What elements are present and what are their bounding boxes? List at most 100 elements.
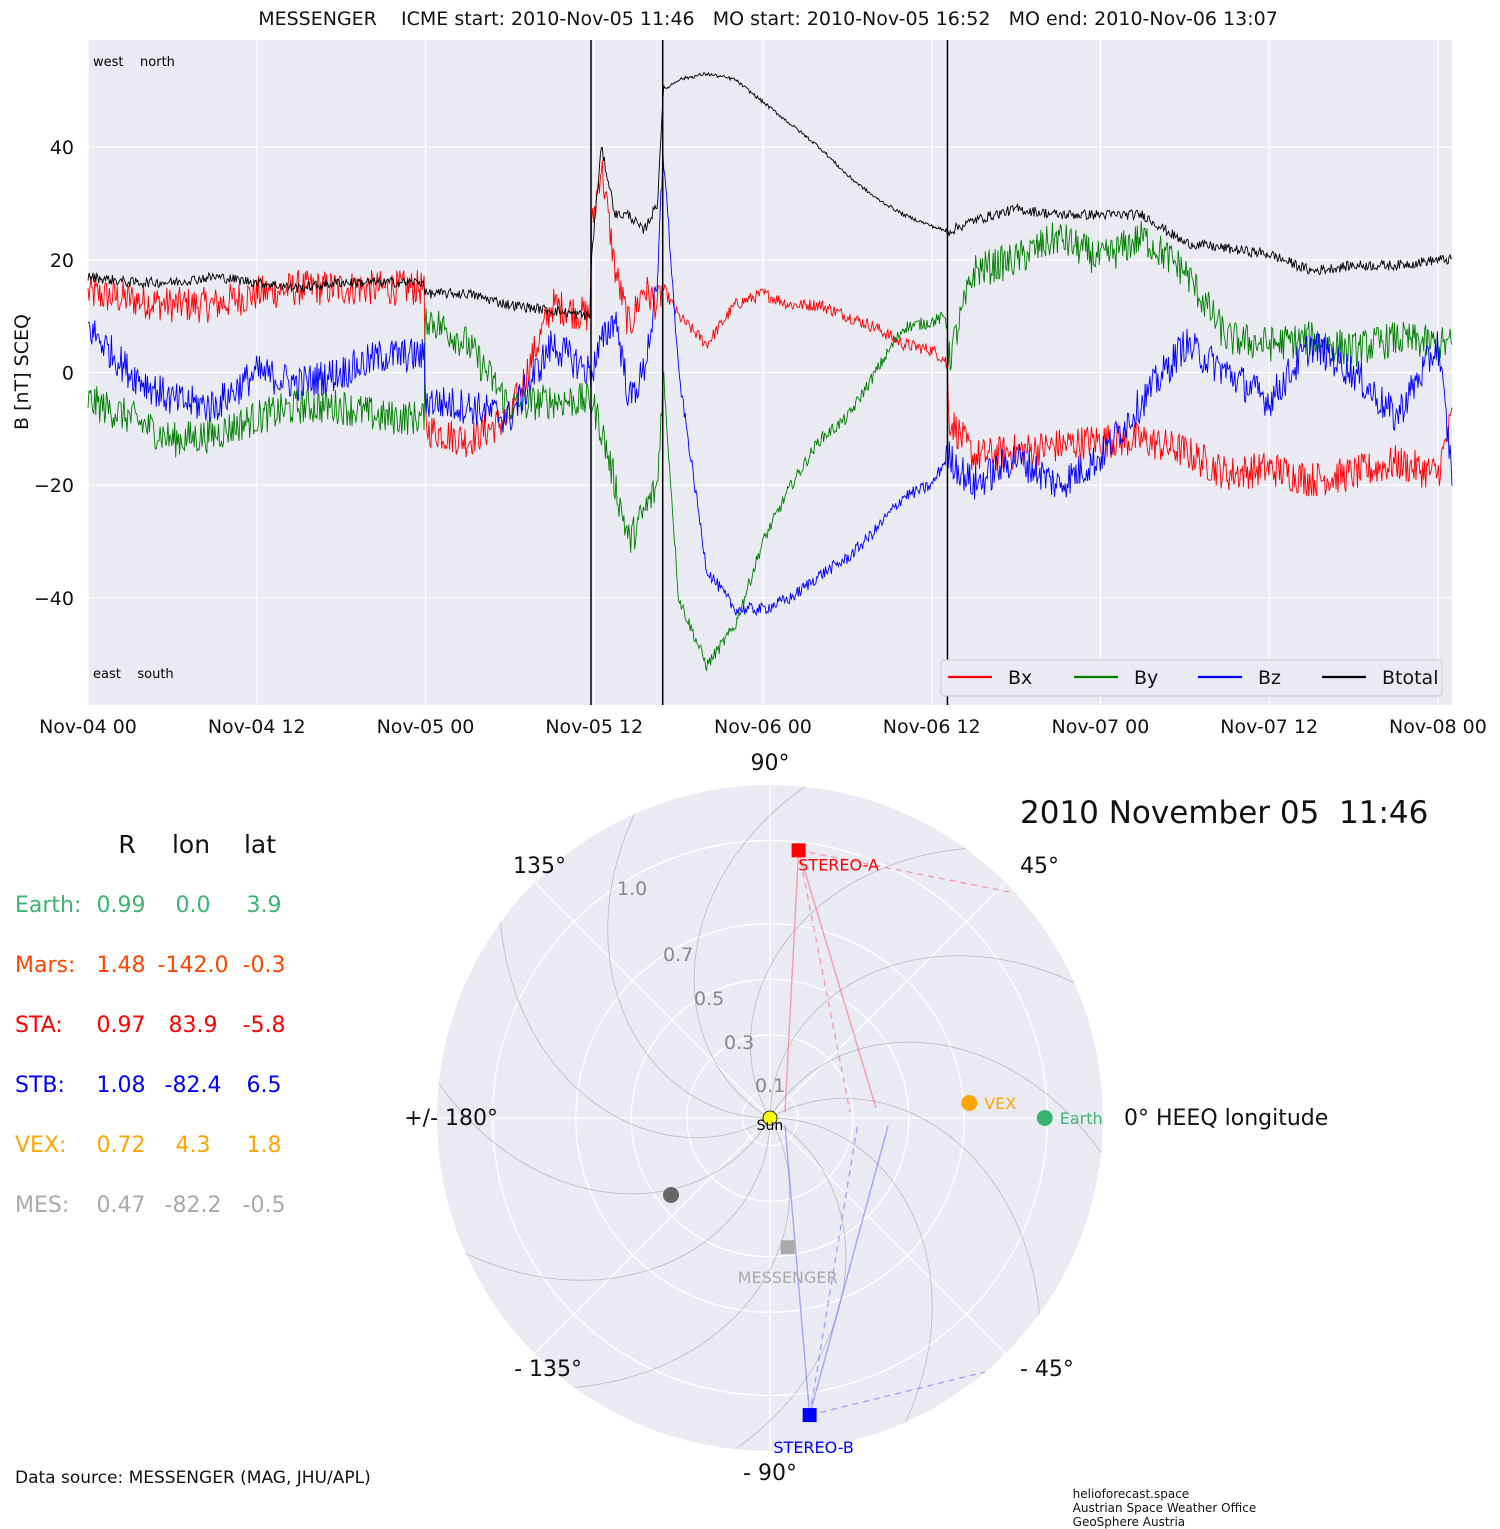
timeseries-series: [87, 71, 1453, 672]
y-tick-label: 0: [62, 363, 74, 385]
table-cell-lon: -82.2: [164, 1193, 222, 1218]
credit-aswo: Austrian Space Weather Office: [1072, 1501, 1257, 1515]
angular-gridline: [769, 1117, 1006, 1354]
angle-labels: 0° HEEQ longitude 45° 90° 135° +/- 180° - 135…: [404, 751, 1328, 1486]
y-tick-label: 40: [50, 137, 74, 159]
table-cell-r: 0.99: [96, 893, 146, 918]
stereo-a-fov-line: [798, 849, 1016, 894]
table-cell-lat: 1.8: [246, 1133, 282, 1158]
parker-spiral: [750, 848, 966, 1119]
table-cell-lon: 4.3: [175, 1133, 211, 1158]
table-cell-r: 1.48: [96, 953, 146, 978]
parker-spiral: [438, 1082, 771, 1195]
timeseries-grid: [87, 40, 1452, 705]
radial-tick-label: 0.7: [663, 944, 693, 966]
legend-label-by: By: [1134, 667, 1158, 689]
parker-spiral: [769, 955, 1075, 1118]
series-line-by: [87, 220, 1453, 672]
credit-helioforecast: helioforecast.space: [1072, 1487, 1190, 1501]
polar-date-title: 2010 November 05 11:46: [1020, 795, 1429, 831]
legend-box: [940, 659, 1443, 697]
y-tick-label: 20: [50, 250, 74, 272]
event-markers: [590, 40, 949, 705]
stereo-a-fov-line: [797, 850, 877, 1109]
series-line-bz: [87, 150, 1453, 617]
legend: Bx By Bz Btotal: [940, 659, 1443, 697]
mars-marker: [663, 1187, 679, 1203]
parker-spirals: [438, 786, 1102, 1450]
data-source: Data source: MESSENGER (MAG, JHU/APL): [15, 1468, 371, 1488]
angular-gridline: [534, 1117, 771, 1354]
stereo-b-label: STEREO-B: [773, 1438, 853, 1457]
series-line-bx: [87, 160, 1453, 497]
planet-markers: Sun Earth VEX STEREO-A STEREO-B MESSENGER: [663, 843, 1103, 1457]
timeseries-title: MESSENGER ICME start: 2010-Nov-05 11:46 …: [258, 8, 1278, 30]
x-tick-label: Nov-07 00: [1052, 716, 1150, 738]
table-cell-name: Earth:: [15, 893, 82, 918]
angle-label: - 90°: [743, 1461, 797, 1486]
radial-tick-label: 0.3: [724, 1032, 754, 1054]
y-tick-label: −20: [34, 475, 74, 497]
table-cell-lat: -0.5: [242, 1193, 286, 1218]
messenger-marker: [780, 1240, 795, 1255]
angular-gridline: [769, 882, 1006, 1119]
vex-marker: [961, 1095, 978, 1112]
angle-label: 45°: [1020, 854, 1059, 879]
parker-spiral: [769, 1041, 1102, 1154]
table-cell-lon: -82.4: [164, 1073, 222, 1098]
stereo-b-marker: [802, 1408, 817, 1423]
sun-marker: [762, 1110, 778, 1126]
earth-marker: [1036, 1110, 1053, 1126]
table-cell-name: MES:: [15, 1193, 70, 1218]
angle-label: 0° HEEQ longitude: [1124, 1106, 1328, 1131]
table-cell-name: Mars:: [15, 953, 76, 978]
stereo-a-fov-line: [797, 850, 851, 1113]
table-cell-lat: 6.5: [246, 1073, 282, 1098]
table-cell-name: STB:: [15, 1073, 65, 1098]
table-cell-lat: 3.9: [246, 893, 282, 918]
series-line-btotal: [87, 71, 1453, 321]
angle-label: - 135°: [514, 1357, 582, 1382]
table-cell-lat: -0.3: [242, 953, 286, 978]
stereo-b-fov-line: [808, 1121, 859, 1416]
parker-spiral: [770, 1117, 933, 1423]
vex-label: VEX: [984, 1094, 1016, 1113]
credits: helioforecast.space Austrian Space Weath…: [1065, 1473, 1270, 1529]
legend-label-btotal: Btotal: [1382, 667, 1438, 689]
stereo-b-fov-line: [808, 1125, 889, 1416]
table-cell-r: 1.08: [96, 1073, 146, 1098]
radial-tick-label: 1.0: [617, 878, 647, 900]
y-axis-label: B [nT] SCEQ: [11, 314, 33, 430]
corner-label-west-north: west north: [93, 55, 175, 70]
earth-label: Earth: [1060, 1109, 1103, 1128]
x-tick-label: Nov-04 12: [208, 716, 306, 738]
y-tick-label: −40: [34, 588, 74, 610]
legend-label-bz: Bz: [1258, 667, 1281, 689]
spacecraft-lines: [784, 849, 1016, 1416]
table-cell-r: 0.97: [96, 1013, 146, 1038]
x-tick-label: Nov-05 00: [377, 716, 475, 738]
radial-tick-label: 0.5: [694, 988, 724, 1010]
messenger-label: MESSENGER: [738, 1268, 838, 1287]
stereo-a-label: STEREO-A: [798, 855, 879, 874]
table-cell-r: 0.47: [96, 1193, 146, 1218]
table-cell-lon: 83.9: [168, 1013, 218, 1038]
x-tick-label: Nov-05 12: [545, 716, 643, 738]
parker-spiral: [465, 1118, 771, 1281]
radial-tick-labels: 0.10.30.50.7 1.0: [617, 878, 785, 1097]
table-cell-lat: -5.8: [242, 1013, 286, 1038]
radial-tick-label: 0.1: [755, 1075, 785, 1097]
table-cell-lon: 0.0: [175, 893, 211, 918]
table-cell-r: 0.72: [96, 1133, 146, 1158]
timeseries-chart: Nov-04 00 Nov-04 12 Nov-05 00 Nov-05 12 Nov-…: [11, 40, 1487, 738]
angle-label: +/- 180°: [404, 1106, 498, 1131]
parker-spiral: [607, 813, 770, 1119]
stereo-b-fov-line: [809, 1371, 986, 1416]
parker-spiral: [574, 1117, 790, 1388]
angular-gridline: [534, 882, 771, 1119]
parker-spiral: [769, 1098, 1040, 1314]
table-cell-lon: -142.0: [157, 953, 229, 978]
angle-label: - 45°: [1020, 1357, 1074, 1382]
x-tick-label: Nov-07 12: [1220, 716, 1318, 738]
